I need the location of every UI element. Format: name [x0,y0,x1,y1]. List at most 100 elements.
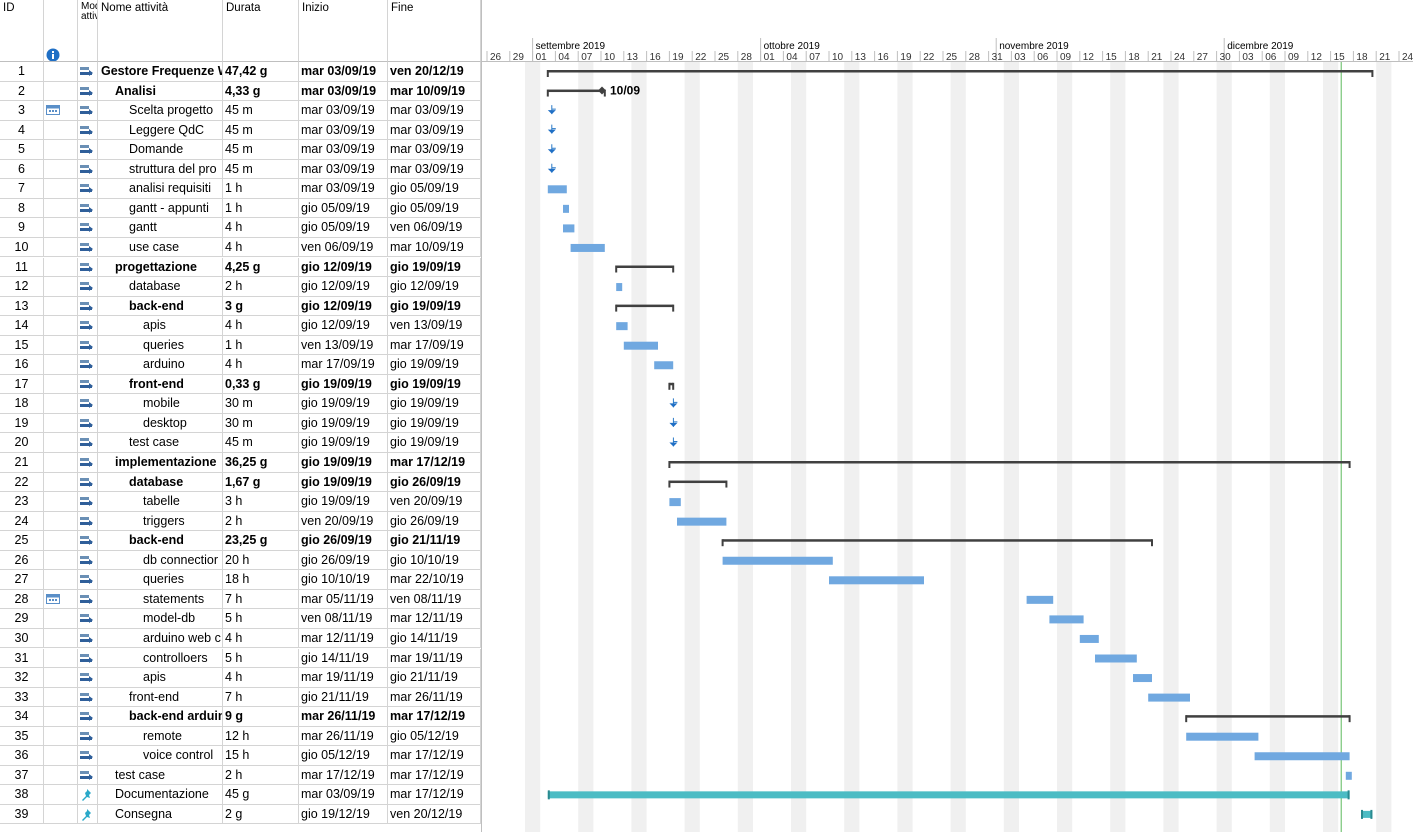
task-start[interactable]: gio 12/09/19 [299,277,388,297]
column-header-end[interactable]: Fine [388,0,481,62]
task-row[interactable]: 2 Analisi 4,33 g mar 03/09/19 mar 10/09/19 [0,81,481,102]
task-row[interactable]: 26 db connectior 20 h gio 26/09/19 gio 10/10… [0,550,481,571]
task-end[interactable]: mar 12/11/19 [388,609,481,629]
task-row[interactable]: 4 Leggere QdC 45 m mar 03/09/19 mar 03/09/19 [0,120,481,141]
task-end[interactable]: gio 05/12/19 [388,726,481,747]
task-duration[interactable]: 0,33 g [223,374,299,395]
task-duration[interactable]: 12 h [223,726,299,747]
task-start[interactable]: gio 19/09/19 [299,492,388,512]
task-end[interactable]: gio 21/11/19 [388,531,481,551]
task-name[interactable]: gantt [98,218,223,238]
task-end[interactable]: ven 13/09/19 [388,316,481,336]
task-end[interactable]: mar 22/10/19 [388,570,481,590]
task-row[interactable]: 10 use case 4 h ven 06/09/19 mar 10/09/19 [0,237,481,258]
gantt-chart[interactable]: settembre 2019 ottobre 2019 novembre 2019 d… [481,0,1413,832]
task-duration[interactable]: 23,25 g [223,531,299,551]
task-end[interactable]: mar 17/12/19 [388,765,481,786]
task-start[interactable]: gio 19/09/19 [299,394,388,414]
task-name[interactable]: Gestore Frequenze W [98,62,223,82]
task-start[interactable]: gio 05/09/19 [299,198,388,219]
task-duration[interactable]: 45 m [223,159,299,180]
column-header-name[interactable]: Nome attività [98,0,223,62]
task-duration[interactable]: 1 h [223,335,299,356]
task-duration[interactable]: 20 h [223,550,299,571]
column-header-mode[interactable]: Mod attiv [78,0,98,62]
task-name[interactable]: apis [98,668,223,688]
task-name[interactable]: Scelta progetto [98,101,223,121]
task-duration[interactable]: 2 h [223,277,299,297]
task-name[interactable]: statements [98,589,223,610]
task-start[interactable]: gio 12/09/19 [299,316,388,336]
task-start[interactable]: mar 03/09/19 [299,101,388,121]
task-start[interactable]: gio 19/09/19 [299,374,388,395]
task-start[interactable]: gio 19/12/19 [299,804,388,825]
task-duration[interactable]: 7 h [223,589,299,610]
task-start[interactable]: ven 08/11/19 [299,609,388,629]
task-duration[interactable]: 47,42 g [223,62,299,82]
task-row[interactable]: 5 Domande 45 m mar 03/09/19 mar 03/09/19 [0,140,481,160]
task-end[interactable]: gio 19/09/19 [388,355,481,375]
task-row[interactable]: 17 front-end 0,33 g gio 19/09/19 gio 19/09/1… [0,374,481,395]
column-header-start[interactable]: Inizio [299,0,388,62]
task-end[interactable]: gio 05/09/19 [388,198,481,219]
task-start[interactable]: gio 10/10/19 [299,570,388,590]
task-row[interactable]: 34 back-end arduin 9 g mar 26/11/19 mar 17/1… [0,707,481,727]
task-duration[interactable]: 4 h [223,218,299,238]
task-start[interactable]: mar 12/11/19 [299,628,388,649]
task-end[interactable]: gio 19/09/19 [388,413,481,434]
task-end[interactable]: mar 03/09/19 [388,140,481,160]
task-end[interactable]: mar 17/12/19 [388,746,481,766]
task-name[interactable]: model-db [98,609,223,629]
task-start[interactable]: mar 03/09/19 [299,120,388,141]
task-duration[interactable]: 30 m [223,413,299,434]
task-name[interactable]: front-end [98,374,223,395]
task-duration[interactable]: 2 g [223,804,299,825]
task-end[interactable]: gio 10/10/19 [388,550,481,571]
task-row[interactable]: 22 database 1,67 g gio 19/09/19 gio 26/09/19 [0,472,481,493]
task-row[interactable]: 23 tabelle 3 h gio 19/09/19 ven 20/09/19 [0,492,481,512]
task-row[interactable]: 25 back-end 23,25 g gio 26/09/19 gio 21/11/1… [0,531,481,551]
task-name[interactable]: struttura del pro [98,159,223,180]
task-end[interactable]: ven 20/12/19 [388,62,481,82]
task-row[interactable]: 1 Gestore Frequenze W 47,42 g mar 03/09/19 v… [0,62,481,82]
task-row[interactable]: 9 gantt 4 h gio 05/09/19 ven 06/09/19 [0,218,481,238]
task-name[interactable]: implementazione [98,453,223,473]
task-end[interactable]: mar 17/12/19 [388,785,481,805]
task-name[interactable]: Leggere QdC [98,120,223,141]
task-start[interactable]: gio 19/09/19 [299,413,388,434]
task-duration[interactable]: 4 h [223,628,299,649]
task-start[interactable]: gio 12/09/19 [299,257,388,278]
task-name[interactable]: remote [98,726,223,747]
task-end[interactable]: gio 19/09/19 [388,296,481,317]
task-end[interactable]: mar 17/09/19 [388,335,481,356]
task-duration[interactable]: 30 m [223,394,299,414]
task-end[interactable]: gio 21/11/19 [388,668,481,688]
task-end[interactable]: gio 12/09/19 [388,277,481,297]
task-row[interactable]: 38 Documentazione 45 g mar 03/09/19 mar 17/1… [0,785,481,805]
task-name[interactable]: voice control [98,746,223,766]
task-row[interactable]: 24 triggers 2 h ven 20/09/19 gio 26/09/19 [0,511,481,532]
task-end[interactable]: gio 26/09/19 [388,472,481,493]
task-start[interactable]: gio 26/09/19 [299,531,388,551]
task-end[interactable]: gio 19/09/19 [388,433,481,453]
task-duration[interactable]: 4 h [223,355,299,375]
task-row[interactable]: 3 Scelta progetto 45 m mar 03/09/19 mar 03/0… [0,101,481,121]
task-row[interactable]: 15 queries 1 h ven 13/09/19 mar 17/09/19 [0,335,481,356]
task-duration[interactable]: 2 h [223,511,299,532]
task-name[interactable]: apis [98,316,223,336]
task-duration[interactable]: 45 m [223,433,299,453]
task-duration[interactable]: 1 h [223,198,299,219]
task-start[interactable]: gio 14/11/19 [299,648,388,669]
task-name[interactable]: test case [98,765,223,786]
task-row[interactable]: 13 back-end 3 g gio 12/09/19 gio 19/09/19 [0,296,481,317]
column-header-id[interactable]: ID [0,0,44,62]
task-start[interactable]: gio 12/09/19 [299,296,388,317]
task-end[interactable]: gio 05/09/19 [388,179,481,199]
task-name[interactable]: database [98,472,223,493]
task-name[interactable]: back-end [98,296,223,317]
task-name[interactable]: mobile [98,394,223,414]
task-name[interactable]: Analisi [98,81,223,102]
task-end[interactable]: mar 17/12/19 [388,707,481,727]
task-row[interactable]: 21 implementazione 36,25 g gio 19/09/19 mar … [0,453,481,473]
